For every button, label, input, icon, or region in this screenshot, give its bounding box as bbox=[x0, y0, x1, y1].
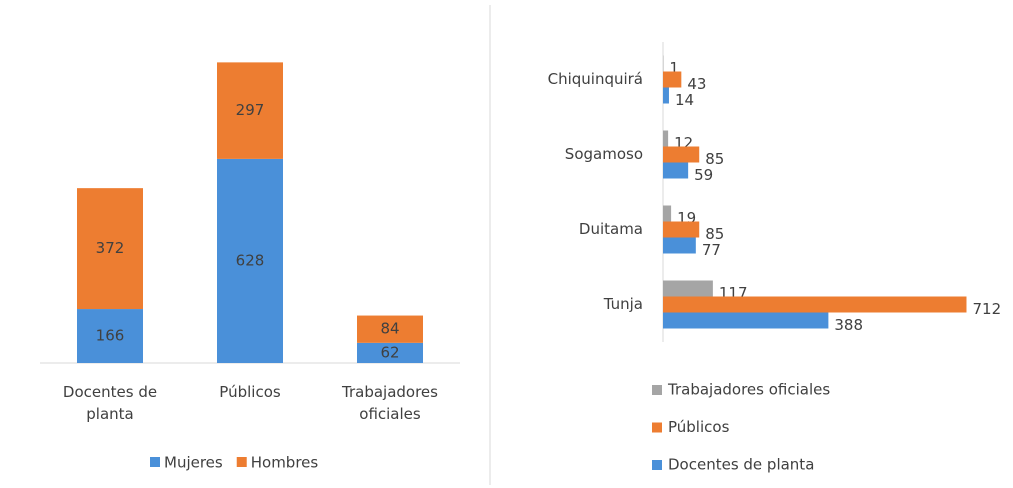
value-label: 712 bbox=[972, 300, 1001, 318]
bar-segment bbox=[217, 158, 283, 363]
bar bbox=[663, 146, 700, 163]
legend-swatch bbox=[652, 460, 662, 470]
value-label: 84 bbox=[380, 320, 399, 338]
value-label: 43 bbox=[687, 75, 706, 93]
legend-label: Hombres bbox=[251, 454, 319, 472]
bar bbox=[663, 221, 700, 238]
bar-segment bbox=[357, 342, 423, 363]
bar bbox=[663, 205, 672, 222]
value-label: 1 bbox=[669, 59, 679, 77]
legend-label: Trabajadores oficiales bbox=[667, 381, 830, 399]
bar bbox=[663, 296, 967, 313]
bar-segment bbox=[357, 315, 423, 343]
value-label: 388 bbox=[834, 316, 863, 334]
bar-segment bbox=[77, 309, 143, 363]
bar bbox=[663, 130, 669, 147]
bar bbox=[663, 237, 696, 254]
y-tick-label: Tunja bbox=[603, 295, 643, 313]
value-label: 85 bbox=[705, 150, 724, 168]
legend-swatch bbox=[150, 457, 160, 467]
bar bbox=[663, 71, 682, 88]
value-label: 85 bbox=[705, 225, 724, 243]
value-label: 77 bbox=[702, 241, 721, 259]
legend-swatch bbox=[236, 457, 247, 467]
legend-label: Docentes de planta bbox=[668, 456, 814, 474]
value-label: 59 bbox=[694, 166, 713, 184]
value-label: 14 bbox=[675, 91, 694, 109]
bar bbox=[663, 162, 689, 179]
bar bbox=[663, 87, 669, 104]
y-tick-label: Duitama bbox=[579, 220, 643, 238]
value-label: 166 bbox=[96, 327, 125, 345]
x-tick-label: Públicos bbox=[219, 383, 281, 401]
bar bbox=[663, 312, 829, 329]
legend-swatch bbox=[652, 422, 662, 433]
legend-swatch bbox=[652, 385, 662, 395]
value-label: 372 bbox=[96, 239, 125, 257]
x-tick-label: Trabajadores oficiales bbox=[342, 383, 438, 423]
bar-segment bbox=[217, 62, 283, 159]
y-tick-label: Chiquinquirá bbox=[548, 70, 643, 88]
legend-label: Mujeres bbox=[164, 454, 223, 472]
legend-label: Públicos bbox=[668, 418, 730, 436]
bar-segment bbox=[77, 188, 143, 310]
value-label: 62 bbox=[380, 343, 399, 361]
x-tick-label: Docentes de planta bbox=[62, 383, 158, 423]
value-label: 628 bbox=[236, 251, 265, 269]
value-label: 297 bbox=[236, 101, 265, 119]
y-tick-label: Sogamoso bbox=[565, 145, 643, 163]
bar bbox=[663, 280, 713, 297]
